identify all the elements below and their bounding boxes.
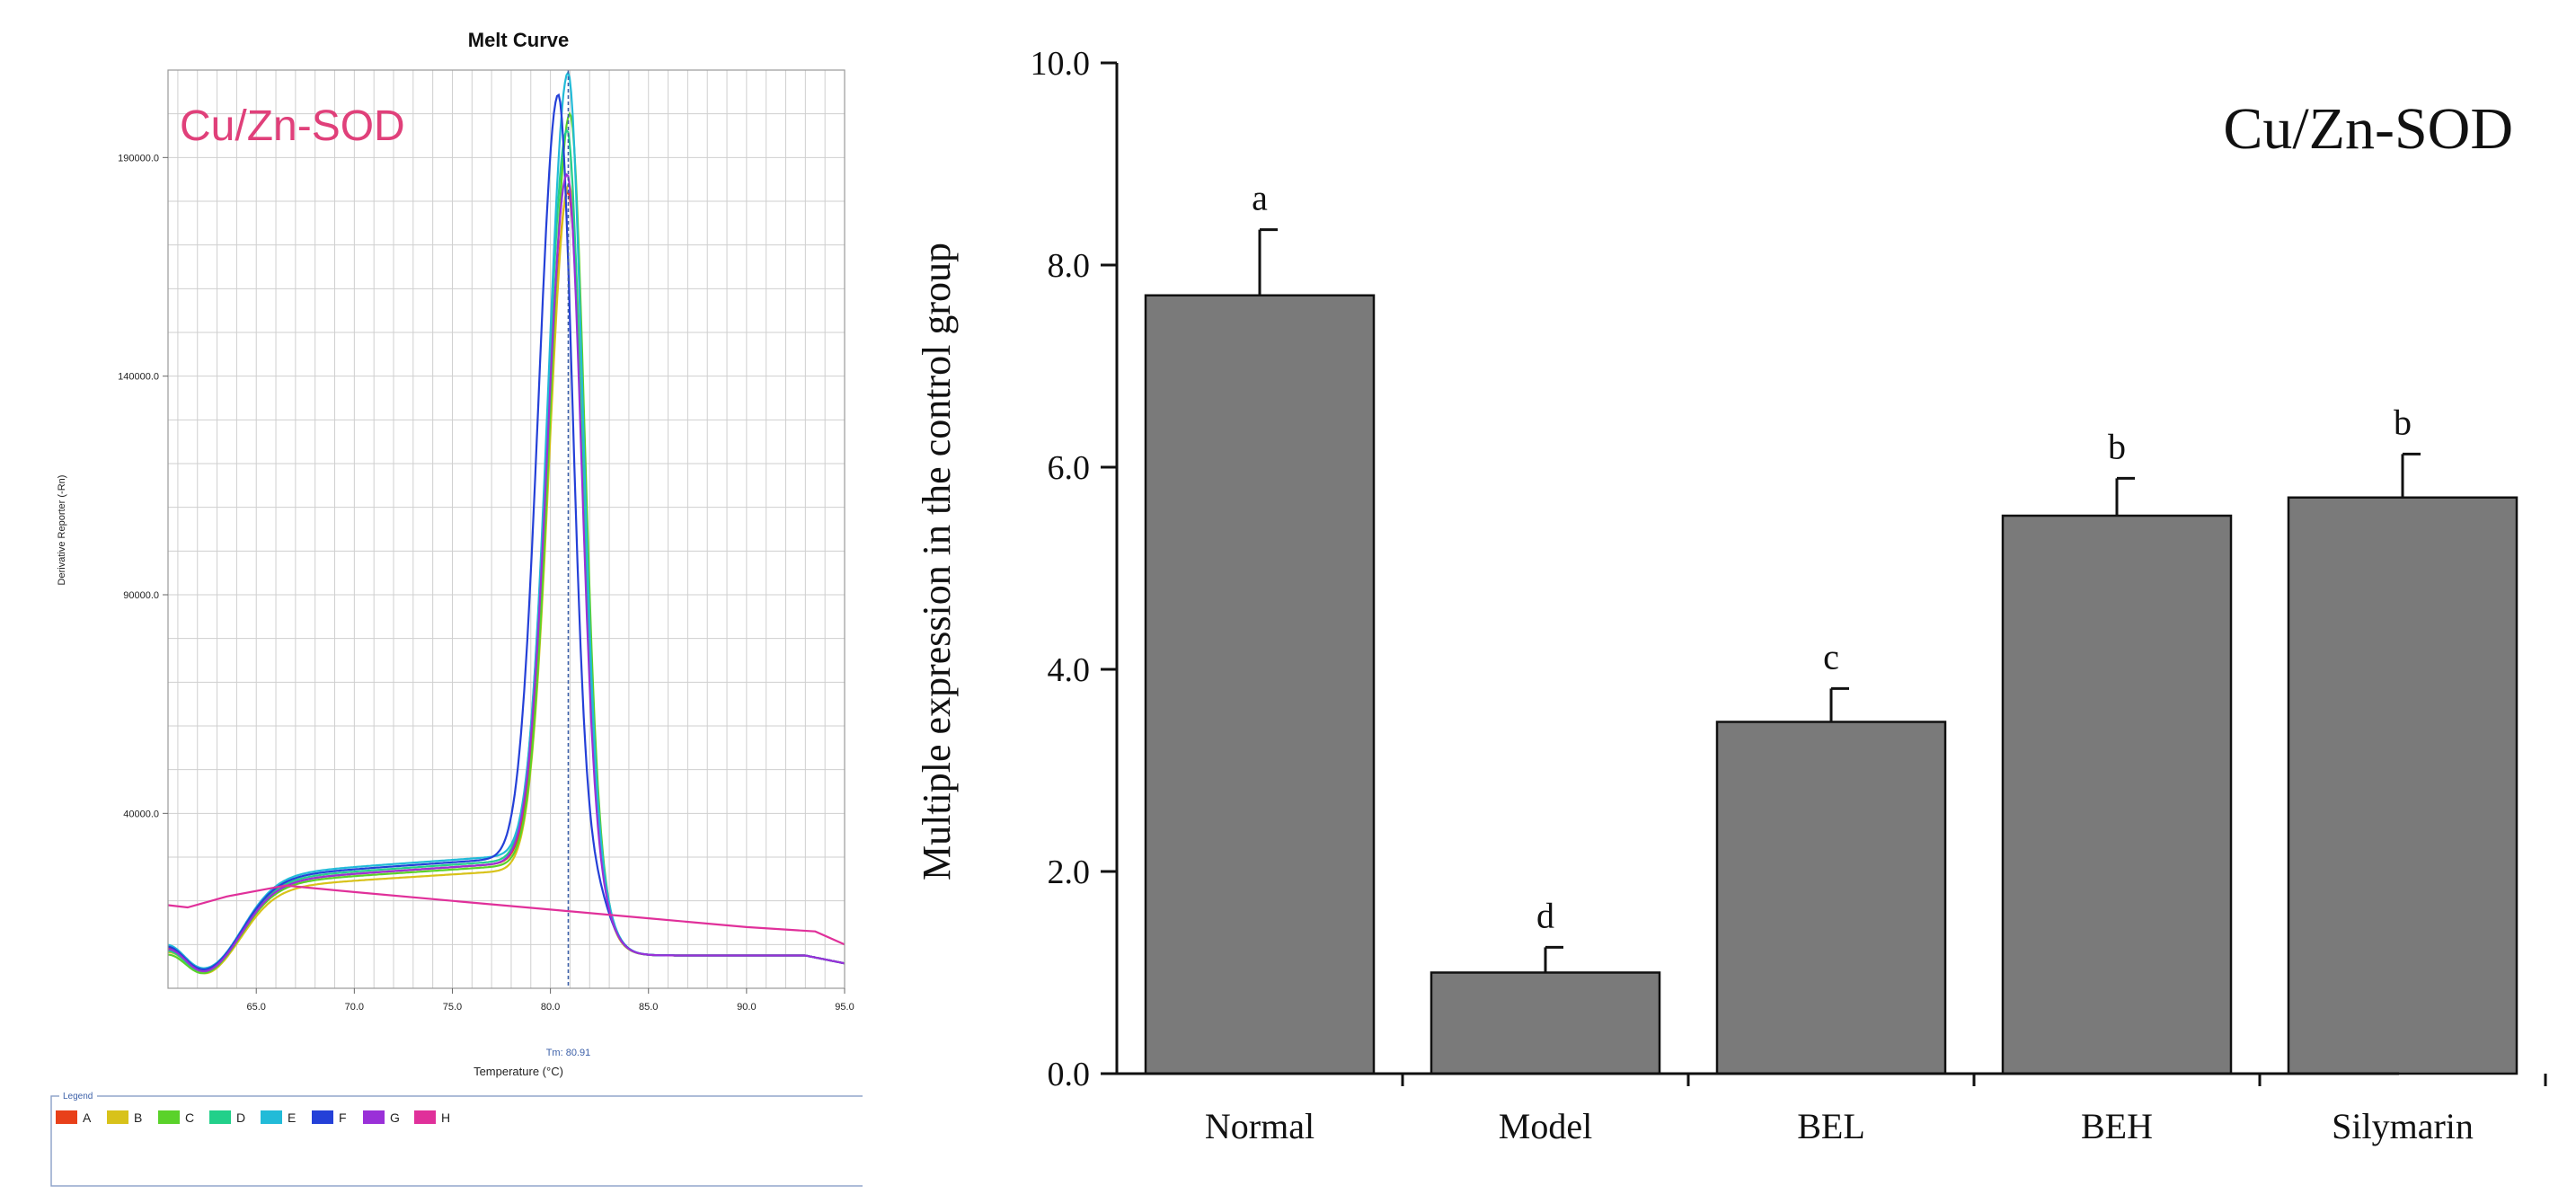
legend-swatch — [209, 1110, 231, 1124]
legend-items: A B C D E F G H — [56, 1110, 450, 1125]
melt-x-tick-label: 80.0 — [541, 1002, 560, 1013]
bar-y-axis-label: Multiple expression in the control group — [915, 243, 959, 880]
bar-y-tick-label: 4.0 — [1048, 651, 1091, 689]
legend-label: E — [288, 1110, 296, 1125]
melt-x-tick-label: 95.0 — [835, 1002, 854, 1013]
melt-series-C — [167, 111, 845, 975]
legend-label: B — [134, 1110, 142, 1125]
bar-model — [1430, 971, 1661, 1075]
bar-significance-letter: b — [2108, 426, 2126, 466]
legend-swatch — [261, 1110, 282, 1124]
melt-x-tick-label: 75.0 — [443, 1002, 462, 1013]
melt-x-axis-label: Temperature (°C) — [474, 1065, 563, 1078]
legend-swatch — [107, 1110, 128, 1124]
legend-title-bg — [59, 1089, 97, 1101]
legend-swatch — [363, 1110, 385, 1124]
bar-chart: Multiple expression in the control group… — [915, 45, 2547, 1146]
melt-x-ticks: 65.0 70.0 75.0 80.0 85.0 90.0 95.0 — [247, 988, 854, 1013]
melt-series-group — [167, 70, 845, 975]
melt-legend: Legend A B C D E F G H — [50, 1089, 863, 1187]
tm-label: Tm: 80.91 — [546, 1048, 591, 1058]
bar-y-ticks: 0.0 2.0 4.0 6.0 8.0 10.0 — [1031, 45, 1117, 1093]
bar-y-tick-label: 0.0 — [1048, 1056, 1091, 1093]
bar-category-label: Normal — [1205, 1106, 1315, 1146]
melt-series-H — [167, 884, 845, 946]
bar-category-label: BEL — [1797, 1106, 1865, 1146]
legend-frame — [50, 1095, 863, 1187]
melt-y-tick-label: 90000.0 — [123, 590, 159, 601]
bar-significance-letter: d — [1536, 895, 1554, 935]
bar-significance-letter: a — [1252, 178, 1268, 218]
bar-category-label: Model — [1499, 1106, 1592, 1146]
bar-y-tick-label: 2.0 — [1048, 854, 1091, 891]
bar-category-label: BEH — [2081, 1106, 2153, 1146]
legend-label: F — [339, 1110, 347, 1125]
melt-curve-title: Melt Curve — [468, 29, 569, 51]
melt-x-tick-label: 65.0 — [247, 1002, 266, 1013]
bar-category-labels: Normal Model BEL BEH Silymarin — [1205, 1074, 2547, 1146]
legend-swatch — [56, 1110, 77, 1124]
melt-y-tick-label: 40000.0 — [123, 809, 159, 819]
melt-y-ticks: 40000.0 90000.0 140000.0 190000.0 — [118, 153, 168, 819]
legend-swatch — [312, 1110, 333, 1124]
bar-silymarin — [2287, 496, 2518, 1075]
legend-label: H — [441, 1110, 450, 1125]
bar-y-tick-label: 6.0 — [1048, 449, 1091, 487]
legend-label: G — [390, 1110, 400, 1125]
melt-y-tick-label: 140000.0 — [118, 372, 159, 383]
bar-y-tick-label: 8.0 — [1048, 247, 1091, 285]
bar-beh — [2001, 514, 2233, 1075]
bar-normal — [1144, 294, 1376, 1075]
melt-y-tick-label: 190000.0 — [118, 153, 159, 164]
legend-title: Legend — [63, 1092, 93, 1101]
melt-gene-label: Cu/Zn-SOD — [180, 102, 405, 150]
bar-chart-title: Cu/Zn-SOD — [2223, 96, 2513, 162]
bar-y-tick-label: 10.0 — [1031, 45, 1091, 83]
melt-grid — [168, 69, 845, 989]
melt-series-F — [167, 93, 845, 971]
legend-swatch — [158, 1110, 180, 1124]
bar-category-label: Silymarin — [2332, 1106, 2474, 1146]
melt-curve-chart: Melt Curve Cu/Zn-SOD 65.0 70.0 75.0 80.0 85.… — [50, 29, 863, 1187]
bar-bel — [1715, 721, 1947, 1075]
melt-plot-frame — [167, 69, 845, 989]
melt-y-axis-label: Derivative Reporter (-Rn) — [57, 475, 67, 586]
bar-bars: a d c b b — [1144, 178, 2518, 1075]
legend-label: A — [83, 1110, 92, 1125]
legend-swatch — [414, 1110, 436, 1124]
melt-series-G — [167, 172, 845, 973]
melt-x-tick-label: 85.0 — [639, 1002, 658, 1013]
bar-significance-letter: b — [2394, 402, 2412, 442]
legend-label: D — [236, 1110, 245, 1125]
bar-significance-letter: c — [1823, 636, 1839, 677]
legend-label: C — [185, 1110, 194, 1125]
melt-x-tick-label: 70.0 — [345, 1002, 364, 1013]
melt-x-tick-label: 90.0 — [737, 1002, 756, 1013]
